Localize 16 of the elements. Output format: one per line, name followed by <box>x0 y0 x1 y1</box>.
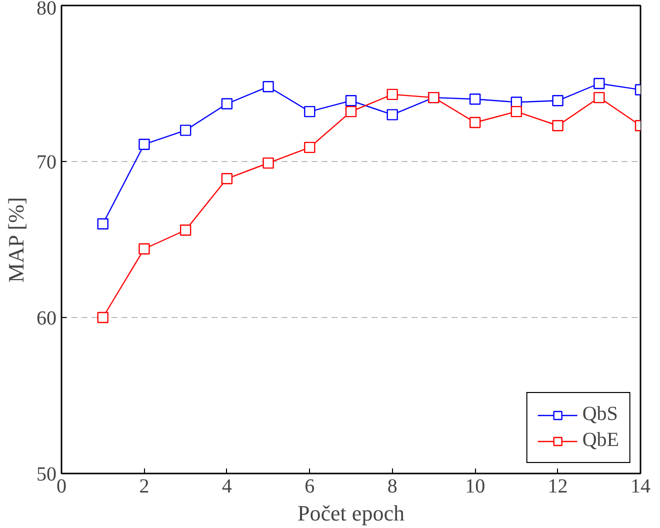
y-tick-label: 70 <box>36 152 56 174</box>
x-tick-label: 12 <box>548 476 568 498</box>
legend-label: QbE <box>582 429 619 452</box>
y-axis-title: MAP [%] <box>4 197 28 283</box>
x-tick-label: 2 <box>139 476 150 498</box>
y-tick-label: 80 <box>36 0 56 20</box>
x-tick-label: 8 <box>387 476 398 498</box>
x-tick-label: 0 <box>56 476 66 498</box>
x-axis-title: Počet epoch <box>298 500 404 526</box>
x-tick-label: 4 <box>222 476 232 498</box>
x-tick-label: 10 <box>465 476 486 498</box>
legend-label: QbS <box>582 403 618 426</box>
x-tick-label: 14 <box>630 476 650 498</box>
y-tick-label: 60 <box>36 308 56 330</box>
x-tick-label: 6 <box>304 476 315 498</box>
y-tick-label: 50 <box>36 464 56 486</box>
